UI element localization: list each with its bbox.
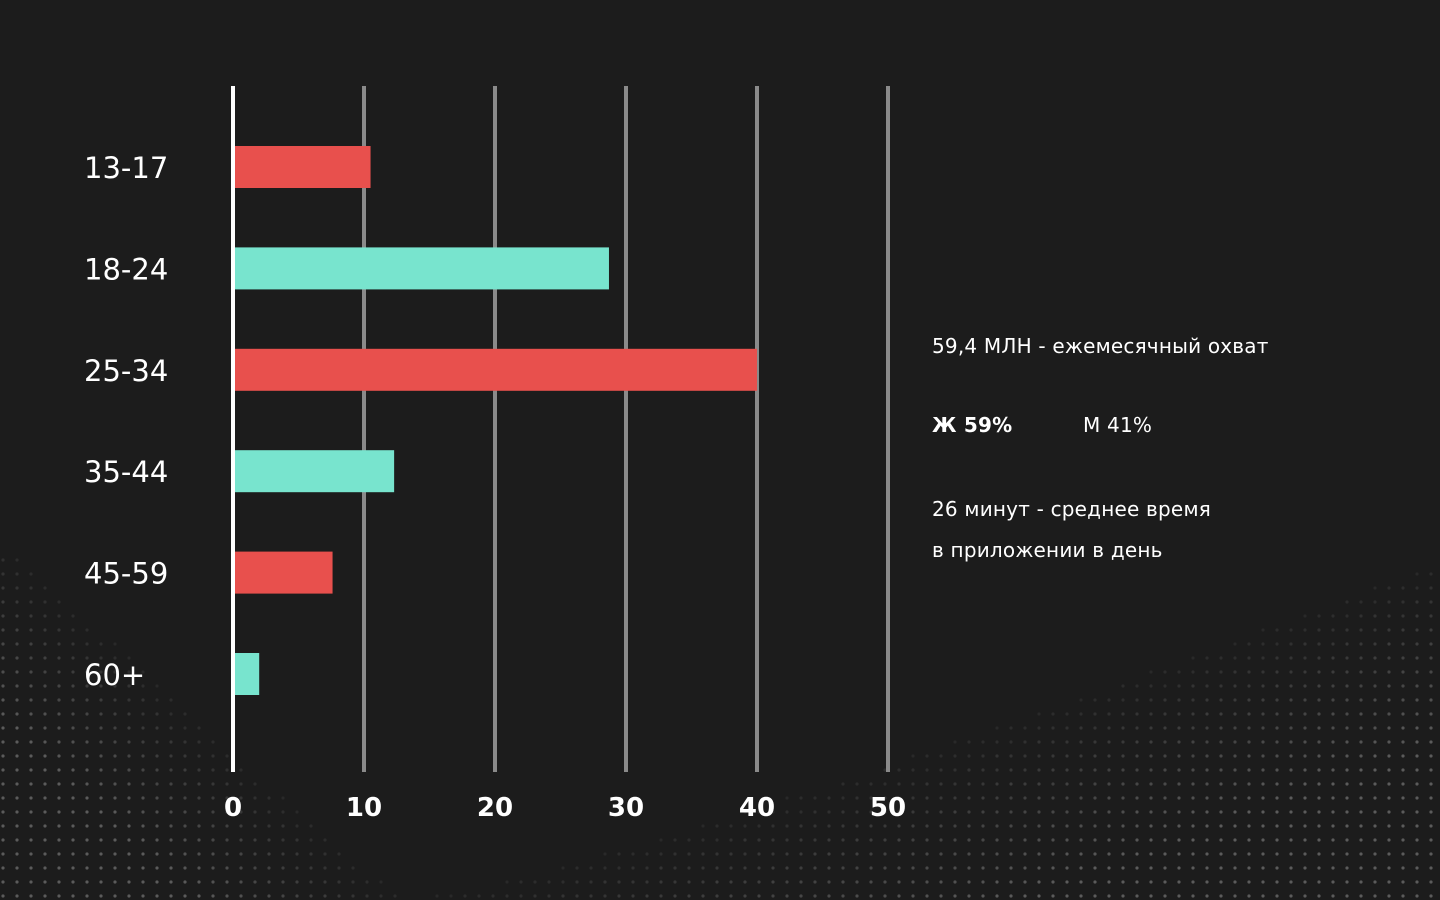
x-tick-label-20: 20 [477,793,513,823]
category-label-13-17: 13-17 [84,151,168,185]
x-tick-label-50: 50 [870,793,906,823]
category-label-45-59: 45-59 [84,557,168,591]
avg-time-text-line2: в приложении в день [932,538,1163,562]
category-label-35-44: 35-44 [84,455,168,489]
bar-13-17 [235,146,371,188]
category-label-18-24: 18-24 [84,252,168,286]
bars [235,146,757,695]
x-tick-label-0: 0 [224,793,242,823]
x-tick-labels: 0 10 20 30 40 50 [224,793,906,823]
category-label-60+: 60+ [84,658,145,692]
women-share-text: Ж 59% [932,413,1013,437]
dot-field [1,558,1433,898]
x-tick-label-30: 30 [608,793,644,823]
bar-45-59 [235,551,333,594]
avg-time-text-line1: 26 минут - среднее время [932,497,1211,521]
monthly-reach-text: 59,4 МЛН - ежемесячный охват [932,334,1269,358]
bar-18-24 [235,247,609,290]
category-label-25-34: 25-34 [84,354,168,388]
x-tick-label-10: 10 [346,793,382,823]
bar-35-44 [235,450,395,493]
grid-lines [362,86,890,772]
bar-25-34 [235,348,757,391]
category-labels: 13-17 18-24 25-34 35-44 45-59 60+ [84,151,168,692]
x-tick-label-40: 40 [739,793,775,823]
bar-60+ [235,653,260,695]
men-share-text: М 41% [1083,413,1153,437]
